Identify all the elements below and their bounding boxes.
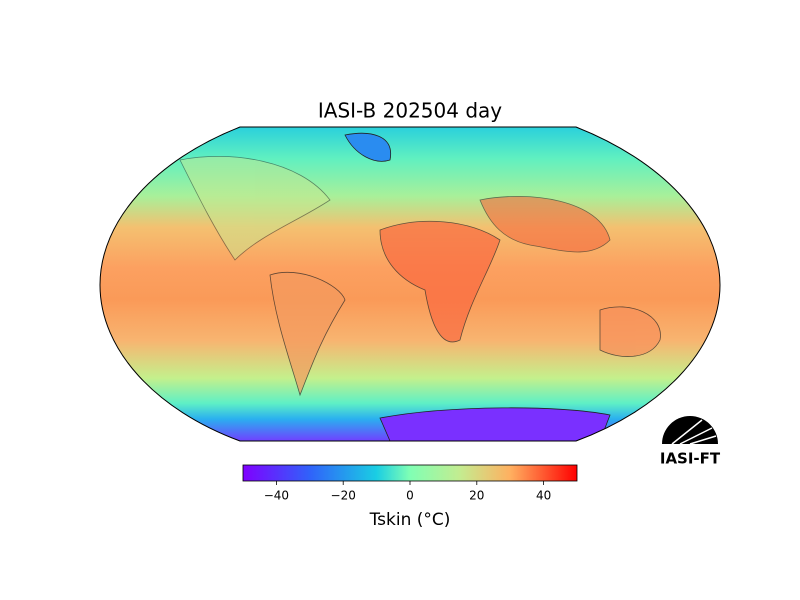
map-outline xyxy=(99,126,721,442)
continent xyxy=(479,195,611,253)
map-title: IASI-B 202504 day xyxy=(318,99,502,123)
logo-lines xyxy=(671,419,717,445)
colorbar: Tskin (°C) −40 −20 0 20 40 xyxy=(242,464,578,530)
continent xyxy=(379,220,501,343)
colorbar-tick-label: 20 xyxy=(469,489,484,503)
logo: IASI-FT xyxy=(660,416,721,468)
logo-text: IASI-FT xyxy=(660,450,721,468)
map xyxy=(100,127,720,441)
colorbar-scale xyxy=(242,464,578,482)
continent xyxy=(179,156,331,261)
colorbar-label: Tskin (°C) xyxy=(369,510,451,530)
continent xyxy=(599,306,661,357)
colorbar-tick-label: 40 xyxy=(536,489,551,503)
greenland xyxy=(344,132,391,162)
colorbar-tick-label: 0 xyxy=(406,489,414,503)
colorbar-tick-label: −40 xyxy=(264,489,289,503)
antarctica xyxy=(379,407,611,441)
continent xyxy=(269,271,346,397)
colorbar-tick-label: −20 xyxy=(331,489,356,503)
